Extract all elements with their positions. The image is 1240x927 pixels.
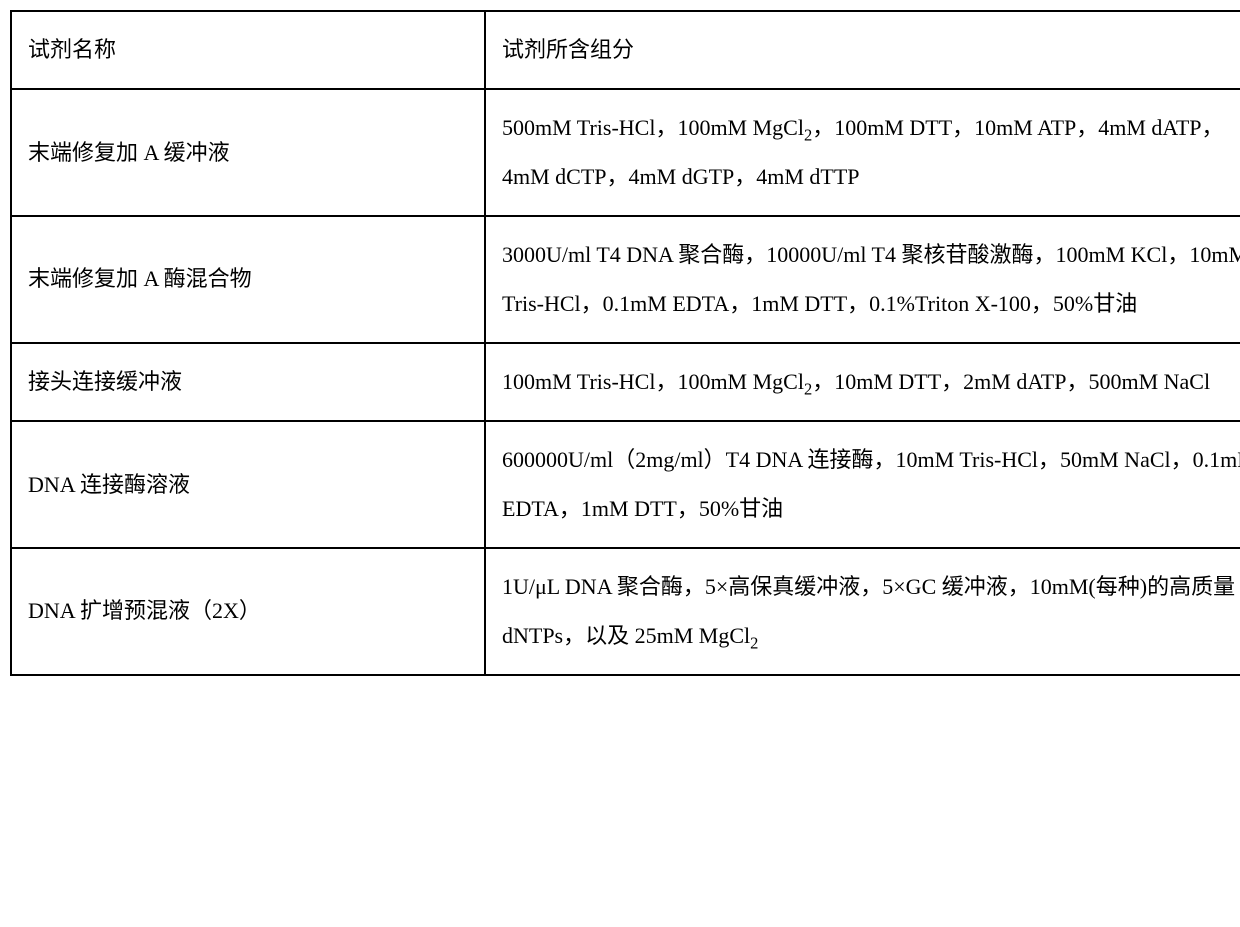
reagent-components: 500mM Tris-HCl，100mM MgCl2，100mM DTT，10m… [485, 89, 1240, 216]
header-name: 试剂名称 [11, 11, 485, 89]
table-row: 接头连接缓冲液 100mM Tris-HCl，100mM MgCl2，10mM … [11, 343, 1240, 421]
reagent-components: 1U/μL DNA 聚合酶，5×高保真缓冲液，5×GC 缓冲液，10mM(每种)… [485, 548, 1240, 675]
reagent-components: 100mM Tris-HCl，100mM MgCl2，10mM DTT，2mM … [485, 343, 1240, 421]
reagent-name: 接头连接缓冲液 [11, 343, 485, 421]
header-components: 试剂所含组分 [485, 11, 1240, 89]
reagent-table: 试剂名称 试剂所含组分 末端修复加 A 缓冲液 500mM Tris-HCl，1… [10, 10, 1240, 676]
table-row: 末端修复加 A 缓冲液 500mM Tris-HCl，100mM MgCl2，1… [11, 89, 1240, 216]
table-header-row: 试剂名称 试剂所含组分 [11, 11, 1240, 89]
reagent-name: DNA 扩增预混液（2X） [11, 548, 485, 675]
reagent-name: 末端修复加 A 缓冲液 [11, 89, 485, 216]
reagent-name: 末端修复加 A 酶混合物 [11, 216, 485, 343]
reagent-components: 600000U/ml（2mg/ml）T4 DNA 连接酶，10mM Tris-H… [485, 421, 1240, 548]
table-row: 末端修复加 A 酶混合物 3000U/ml T4 DNA 聚合酶，10000U/… [11, 216, 1240, 343]
reagent-name: DNA 连接酶溶液 [11, 421, 485, 548]
reagent-components: 3000U/ml T4 DNA 聚合酶，10000U/ml T4 聚核苷酸激酶，… [485, 216, 1240, 343]
table-row: DNA 连接酶溶液 600000U/ml（2mg/ml）T4 DNA 连接酶，1… [11, 421, 1240, 548]
table-row: DNA 扩增预混液（2X） 1U/μL DNA 聚合酶，5×高保真缓冲液，5×G… [11, 548, 1240, 675]
